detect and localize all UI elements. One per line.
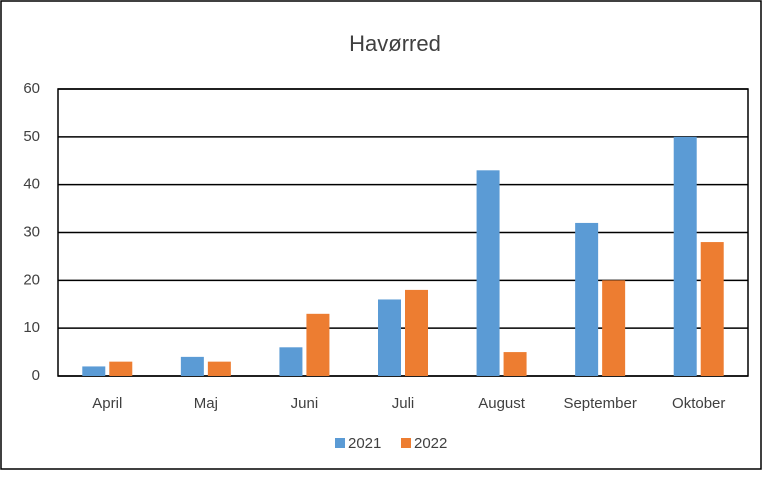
x-tick-label: Maj xyxy=(194,395,218,412)
bar xyxy=(476,170,500,376)
x-tick-label: April xyxy=(92,395,122,412)
plot-border xyxy=(57,88,749,377)
bar xyxy=(180,356,204,376)
chart-title: Havørred xyxy=(349,31,441,56)
y-tick-label: 30 xyxy=(23,223,40,240)
bar xyxy=(575,222,599,376)
bar xyxy=(602,280,626,376)
legend-label: 2021 xyxy=(348,435,381,452)
y-tick-label: 60 xyxy=(23,80,40,97)
x-tick-label: Juni xyxy=(291,395,319,412)
bar xyxy=(405,289,428,376)
bar xyxy=(700,242,724,376)
x-tick-label: Oktober xyxy=(672,395,725,412)
y-tick-label: 0 xyxy=(32,367,40,384)
y-tick-label: 10 xyxy=(23,319,40,336)
bar xyxy=(207,361,231,376)
y-tick-label: 20 xyxy=(23,271,40,288)
legend-label: 2022 xyxy=(414,435,447,452)
bar xyxy=(109,361,133,376)
x-tick-label: August xyxy=(478,395,526,412)
bar xyxy=(306,313,330,376)
x-tick-label: September xyxy=(563,395,636,412)
legend-swatch xyxy=(335,438,345,448)
x-tick-label: Juli xyxy=(392,395,415,412)
bar xyxy=(503,352,527,376)
bar xyxy=(378,299,401,376)
bar xyxy=(673,136,697,376)
bar xyxy=(279,347,303,376)
y-tick-label: 50 xyxy=(23,128,40,145)
bar xyxy=(82,366,106,376)
y-tick-label: 40 xyxy=(23,176,40,193)
legend-swatch xyxy=(401,438,411,448)
